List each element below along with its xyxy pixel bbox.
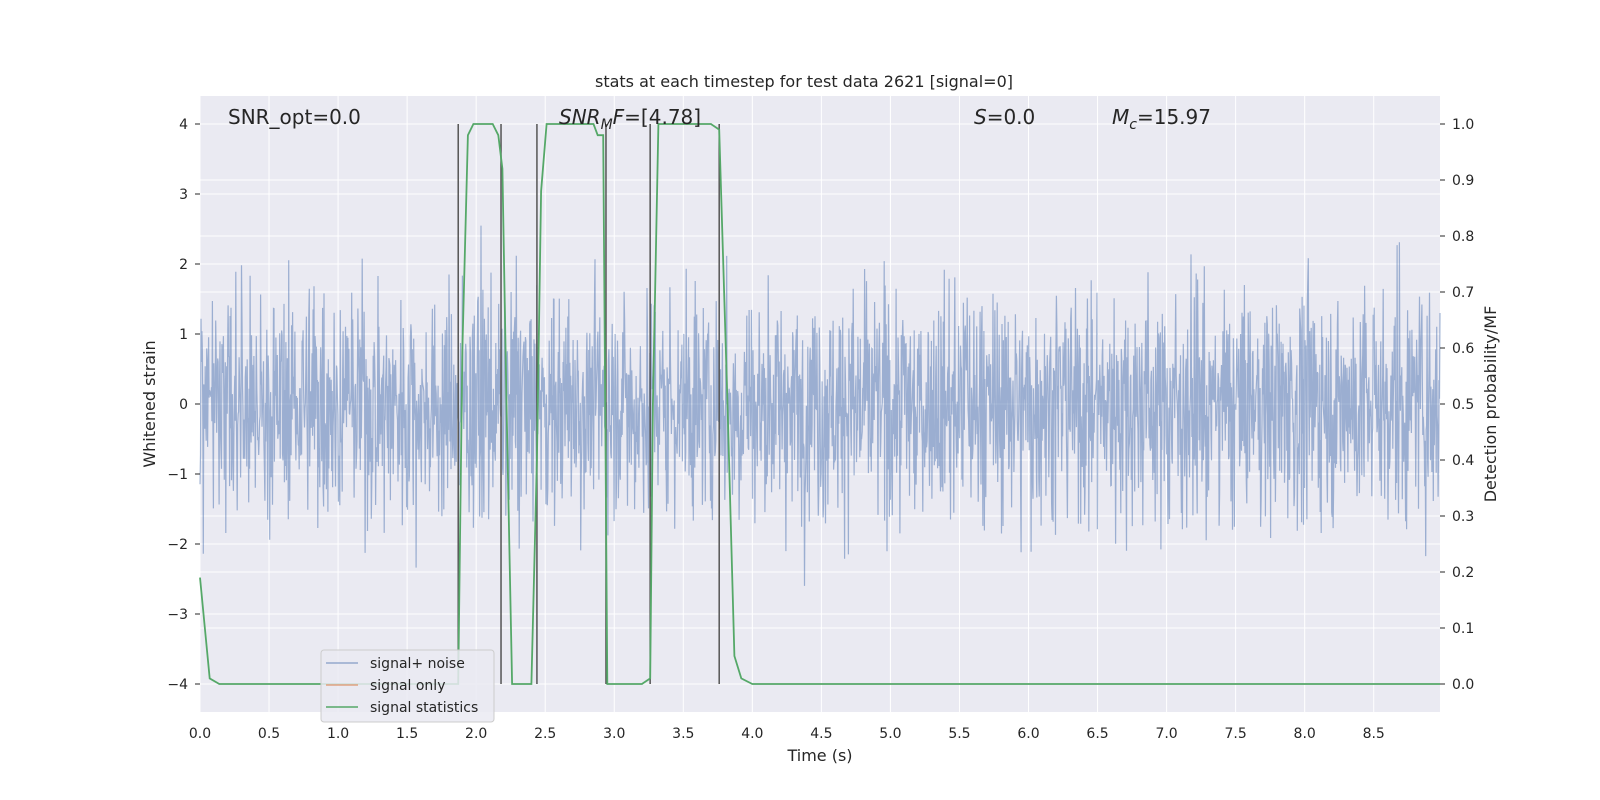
annotation-snr-mf-subscript: M <box>601 117 613 133</box>
y-right-tick-3: 0.3 <box>1452 509 1474 525</box>
signal-statistics-path <box>199 123 1440 685</box>
noise-path <box>199 225 1441 586</box>
y-left-tick-2: −2 <box>167 537 188 553</box>
y-right-tick-2: 0.2 <box>1452 565 1474 581</box>
y-left-tick-8: 4 <box>179 117 188 133</box>
y-left-tick-6: 2 <box>179 257 188 273</box>
x-tick-0: 0.0 <box>189 726 211 742</box>
x-tick-4: 2.0 <box>465 726 487 742</box>
annotation-mc-value: =15.97 <box>1137 105 1211 129</box>
y-right-tick-0: 0.0 <box>1452 677 1474 693</box>
x-tick-3: 1.5 <box>396 726 418 742</box>
x-tick-8: 4.0 <box>741 726 763 742</box>
x-tick-9: 4.5 <box>810 726 832 742</box>
x-tick-labels: 0.0 0.5 1.0 1.5 2.0 2.5 3.0 3.5 4.0 4.5 5.0 5.5 6.0 6… <box>189 726 1385 742</box>
legend-label-statistics: signal statistics <box>370 700 478 716</box>
noise-trace <box>199 225 1441 586</box>
annotation-mc-subscript: c <box>1129 117 1137 133</box>
x-axis-label: Time (s) <box>786 746 852 765</box>
signal-statistics-trace <box>199 123 1440 685</box>
annotation-s: S=0.0 <box>974 105 1035 129</box>
y-right-tick-7: 0.7 <box>1452 285 1474 301</box>
x-tick-13: 6.5 <box>1086 726 1108 742</box>
annotation-snr-mf-label: SNR <box>559 105 601 129</box>
annotation-s-value: =0.0 <box>987 105 1036 129</box>
legend-label-signal-only: signal only <box>370 678 445 694</box>
x-tick-16: 8.0 <box>1294 726 1316 742</box>
y-left-tick-0: −4 <box>167 677 188 693</box>
x-tick-1: 0.5 <box>258 726 280 742</box>
y-left-axis-label: Whitened strain <box>140 340 159 467</box>
y-right-tick-5: 0.5 <box>1452 397 1474 413</box>
y-right-tick-1: 0.1 <box>1452 621 1474 637</box>
y-right-tick-10: 1.0 <box>1452 117 1474 133</box>
x-tick-11: 5.5 <box>948 726 970 742</box>
x-tick-15: 7.5 <box>1225 726 1247 742</box>
x-tick-10: 5.0 <box>879 726 901 742</box>
legend-label-noise: signal+ noise <box>370 656 465 672</box>
annotation-mc: Mc=15.97 <box>1112 105 1211 133</box>
y-left-tick-labels: −4 −3 −2 −1 0 1 2 3 4 <box>167 117 200 693</box>
x-tick-17: 8.5 <box>1363 726 1385 742</box>
annotation-snr-opt: SNR_opt=0.0 <box>228 105 361 129</box>
y-right-tick-4: 0.4 <box>1452 453 1474 469</box>
y-right-tick-labels: 0.0 0.1 0.2 0.3 0.4 0.5 0.6 0.7 0.8 0.9 1.0 <box>1440 117 1474 693</box>
y-right-tick-9: 0.9 <box>1452 173 1474 189</box>
annotation-mc-symbol: M <box>1112 105 1129 129</box>
x-tick-12: 6.0 <box>1017 726 1039 742</box>
annotation-snr-mf-value: =[4.78] <box>624 105 701 129</box>
x-tick-6: 3.0 <box>603 726 625 742</box>
y-left-tick-7: 3 <box>179 187 188 203</box>
y-left-tick-1: −3 <box>167 607 188 623</box>
annotation-snr-mf-f: F <box>613 105 625 129</box>
y-left-tick-4: 0 <box>179 397 188 413</box>
x-tick-5: 2.5 <box>534 726 556 742</box>
y-left-tick-5: 1 <box>179 327 188 343</box>
x-tick-7: 3.5 <box>672 726 694 742</box>
y-right-tick-6: 0.6 <box>1452 341 1474 357</box>
annotation-s-symbol: S <box>974 105 987 129</box>
chart-title: stats at each timestep for test data 262… <box>595 72 1013 91</box>
legend-box <box>320 649 495 723</box>
y-right-axis-label: Detection probability/MF <box>1481 306 1500 503</box>
y-right-tick-8: 0.8 <box>1452 229 1474 245</box>
legend: signal+ noise signal only signal statist… <box>320 649 495 723</box>
annotation-snr-mf: SNRMF=[4.78] <box>559 105 701 133</box>
y-left-tick-3: −1 <box>167 467 188 483</box>
x-tick-14: 7.0 <box>1155 726 1177 742</box>
x-tick-2: 1.0 <box>327 726 349 742</box>
